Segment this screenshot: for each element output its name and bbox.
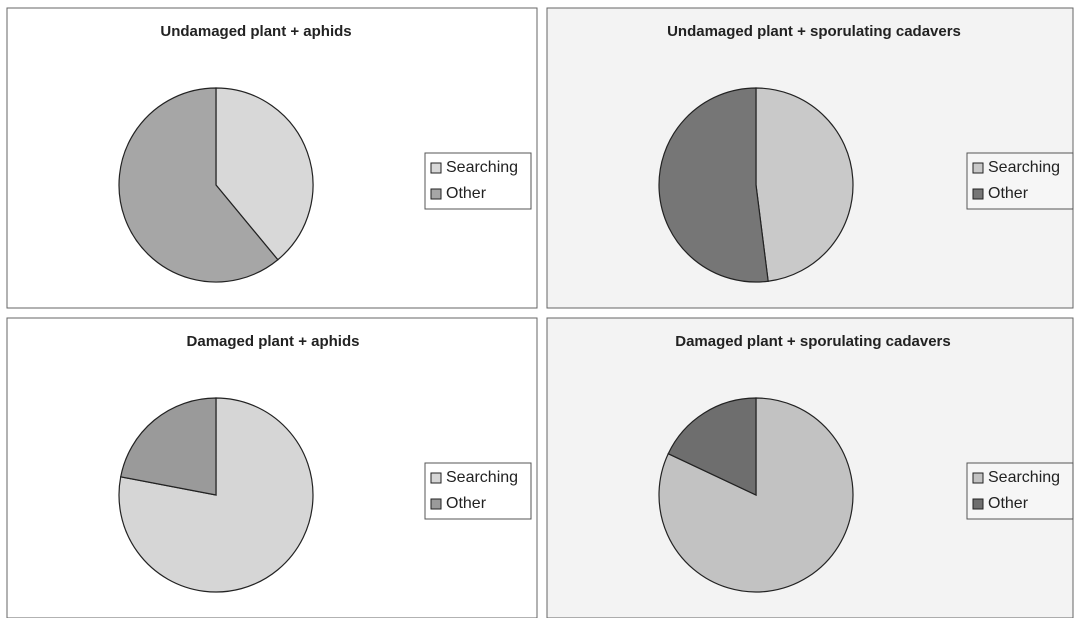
- pie-slice: [118, 397, 314, 593]
- legend-swatch: [430, 472, 442, 484]
- pie-slice: [755, 87, 854, 282]
- legend-swatch: [972, 498, 984, 510]
- legend-label: Other: [446, 495, 487, 512]
- legend-box: [424, 152, 532, 210]
- legend-swatch: [972, 162, 984, 174]
- legend-swatch: [972, 188, 984, 200]
- pie-slice: [658, 87, 769, 283]
- legend-swatch: [430, 162, 442, 174]
- chart-title: Undamaged plant + aphids: [160, 23, 351, 40]
- legend-label: Other: [446, 185, 487, 202]
- legend-box: [966, 152, 1074, 210]
- legend-label: Searching: [988, 469, 1060, 486]
- legend-box: [966, 462, 1074, 520]
- legend-swatch: [430, 498, 442, 510]
- chart-title: Damaged plant + aphids: [187, 333, 360, 350]
- legend-swatch: [430, 188, 442, 200]
- legend-label: Other: [988, 495, 1029, 512]
- legend-label: Searching: [988, 159, 1060, 176]
- chart-title: Undamaged plant + sporulating cadavers: [667, 23, 961, 40]
- legend-label: Searching: [446, 159, 518, 176]
- pie-slice: [120, 397, 217, 496]
- legend-swatch: [972, 472, 984, 484]
- pie-slice: [118, 87, 279, 283]
- pie-slice: [215, 87, 314, 261]
- chart-title: Damaged plant + sporulating cadavers: [675, 333, 951, 350]
- legend-box: [424, 462, 532, 520]
- legend-label: Other: [988, 185, 1029, 202]
- legend-label: Searching: [446, 469, 518, 486]
- pie-slice: [667, 397, 757, 496]
